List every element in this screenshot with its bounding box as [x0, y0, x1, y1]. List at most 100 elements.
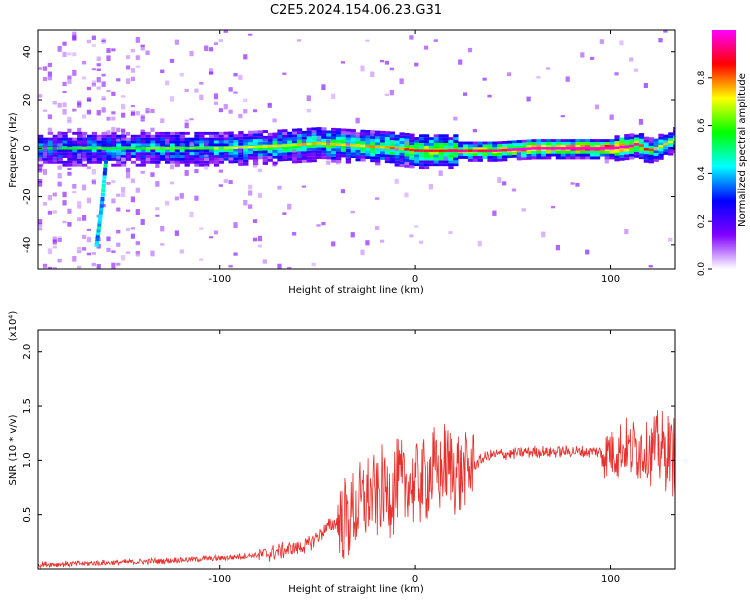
spectrogram-cell — [629, 133, 635, 137]
spectrogram-cell — [67, 163, 73, 167]
spectrogram-cell — [140, 170, 145, 174]
spectrogram-cell — [409, 234, 414, 238]
spectrogram-cell — [399, 132, 405, 136]
spectrogram-cell — [248, 136, 254, 140]
spectrogram-cell — [575, 153, 581, 157]
spectrogram-cell — [448, 231, 453, 234]
spectrogram-cell — [555, 139, 562, 143]
spectrogram-cell — [331, 145, 337, 149]
spectrogram-cell — [179, 72, 184, 77]
spectrogram-cell — [106, 140, 112, 144]
spectrogram-cell — [462, 153, 469, 157]
spectrogram-cell — [189, 155, 195, 158]
spectrogram-cell — [272, 132, 278, 136]
spectrogram-cell — [531, 147, 537, 150]
colorbar-tick-label: 0.8 — [697, 70, 707, 85]
spectrogram-cell — [384, 160, 391, 164]
spectrogram-cell — [345, 131, 352, 135]
spectrogram-cell — [47, 160, 54, 164]
spectrogram-cell — [296, 139, 303, 143]
spectrogram-cell — [506, 155, 513, 159]
spectrogram-cell — [614, 158, 620, 162]
spectrogram-cell — [243, 154, 249, 157]
spectrogram-cell — [86, 137, 93, 141]
spectrogram-cell — [101, 147, 107, 150]
spectrogram-cell — [52, 139, 57, 146]
spectrogram-cell — [62, 149, 68, 153]
spectrogram-cell — [292, 128, 298, 132]
spectrogram-cell — [179, 193, 184, 199]
spectrogram-cell — [443, 156, 448, 161]
spectrogram-cell — [233, 134, 239, 138]
spectrogram-cell — [521, 145, 527, 149]
spectrogram-cell — [335, 128, 342, 132]
spectrogram-cell — [482, 77, 487, 81]
spectrogram-cell — [208, 131, 215, 135]
spectrogram-cell — [296, 143, 303, 146]
x-tick-label: -100 — [208, 274, 231, 285]
spectrogram-cell — [72, 147, 78, 150]
spectrogram-cell — [663, 30, 668, 33]
spectrogram-cell — [57, 102, 62, 108]
spectrogram-cell — [458, 153, 464, 157]
spectrogram-cell — [81, 215, 87, 221]
spectrogram-cell — [91, 147, 98, 150]
spectrogram-cell — [311, 144, 317, 148]
spectrogram-cell — [565, 156, 571, 160]
spectrogram-cell — [208, 236, 214, 239]
spectrogram-cell — [145, 160, 151, 164]
spectrogram-cell — [419, 142, 425, 146]
spectrogram-cell — [365, 153, 371, 157]
spectrogram-cell — [414, 142, 420, 146]
spectrogram-cell — [643, 82, 648, 88]
spectrogram-cell — [199, 81, 204, 85]
spectrogram-cell — [287, 152, 293, 155]
spectrogram-cell — [184, 152, 190, 156]
spectrogram-cell — [91, 140, 98, 144]
spectrogram-cell — [72, 131, 78, 135]
spectrogram-cell — [140, 137, 146, 141]
spectrogram-cell — [536, 144, 542, 148]
spectrogram-cell — [506, 146, 513, 150]
spectrogram-cell — [86, 134, 93, 138]
spectrogram-cell — [638, 144, 645, 147]
spectrogram-cell — [150, 134, 156, 138]
spectrogram-cell — [130, 76, 136, 82]
spectrogram-cell — [213, 42, 219, 45]
spectrogram-cell — [91, 168, 96, 175]
spectrogram-cell — [160, 157, 166, 161]
spectrogram-cell — [321, 127, 327, 131]
spectrogram-cell — [208, 134, 215, 138]
spectrogram-cell — [169, 58, 175, 63]
spectrogram-cell — [52, 236, 57, 243]
spectrogram-cell — [77, 131, 83, 135]
spectrogram-cell — [355, 152, 361, 156]
spectrogram-cell — [331, 130, 337, 134]
spectrogram-cell — [238, 74, 243, 80]
spectrogram-cell — [125, 65, 131, 70]
spectrogram-cell — [62, 90, 67, 94]
spectrogram-cell — [301, 140, 307, 144]
spectrogram-cell — [199, 94, 204, 100]
spectrogram-cell — [624, 139, 630, 143]
spectrogram-cell — [379, 136, 386, 140]
spectrogram-cell — [663, 151, 669, 155]
spectrogram-cell — [590, 150, 596, 154]
spectrogram-cell — [130, 143, 137, 147]
spectrogram-cell — [340, 140, 347, 143]
spectrogram-cell — [140, 44, 145, 51]
spectrogram-cell — [536, 139, 542, 143]
spectrogram-cell — [228, 143, 234, 147]
spectrogram-cell — [550, 205, 556, 209]
spectrogram-cell — [91, 157, 98, 161]
spectrogram-cell — [614, 146, 620, 150]
spectrogram-cell — [62, 220, 67, 224]
spectrogram-cell — [155, 163, 160, 168]
spectrogram-cell — [125, 227, 131, 232]
spectrogram-cell — [384, 131, 391, 135]
spectrogram-cell — [111, 131, 117, 135]
spectrogram-cell — [155, 181, 160, 187]
spectrogram-cell — [135, 241, 140, 246]
spectrogram-cell — [326, 144, 332, 148]
spectrogram-cell — [42, 77, 48, 81]
